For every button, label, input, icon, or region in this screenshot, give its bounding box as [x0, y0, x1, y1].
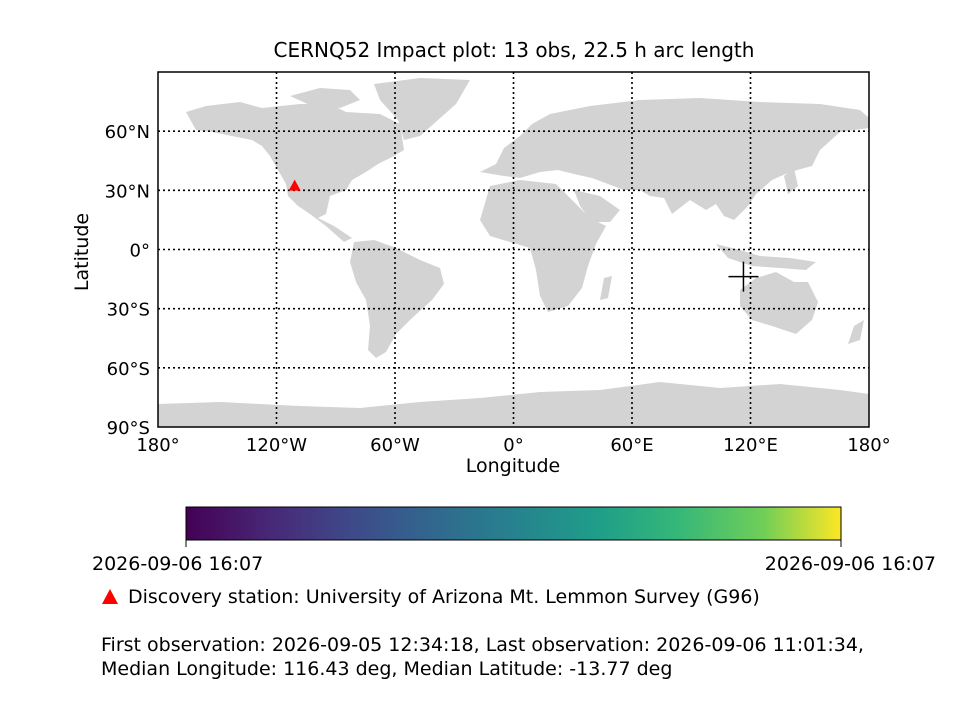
land-antarctica [158, 382, 869, 427]
land-australia [740, 272, 818, 334]
y-tick-label: 30°S [107, 300, 150, 321]
station-legend: Discovery station: University of Arizona… [102, 586, 760, 608]
colorbar-left-label: 2026-09-06 16:07 [92, 553, 264, 575]
axis-ticks: 180° 120°W 60°W 0° 60°E 120°E 180° 60°N 30°N 0° 30… [105, 122, 891, 456]
observation-info-line-1: First observation: 2026-09-05 12:34:18, … [101, 634, 864, 656]
x-tick-label: 0° [503, 435, 523, 456]
y-tick-label: 60°N [105, 122, 150, 143]
land-japan [784, 168, 798, 194]
land-arctic-islands [290, 88, 360, 108]
map-markers [288, 179, 759, 292]
y-tick-label: 90°S [107, 418, 150, 439]
triangle-icon [102, 588, 118, 604]
colorbar-right-label: 2026-09-06 16:07 [764, 553, 936, 575]
x-tick-label: 120°E [723, 435, 778, 456]
land-masses [158, 78, 869, 427]
x-tick-label: 60°E [610, 435, 653, 456]
y-tick-label: 0° [130, 241, 150, 262]
y-tick-label: 60°S [107, 359, 150, 380]
land-eurasia [480, 98, 869, 220]
x-tick-label: 120°W [246, 435, 307, 456]
land-new-zealand [848, 320, 864, 344]
plot-title: CERNQ52 Impact plot: 13 obs, 22.5 h arc … [273, 38, 755, 62]
land-arabia [574, 190, 620, 222]
observation-info-line-2: Median Longitude: 116.43 deg, Median Lat… [101, 658, 673, 680]
station-legend-label: Discovery station: University of Arizona… [128, 586, 760, 608]
land-greenland [374, 78, 470, 140]
land-madagascar [600, 276, 612, 300]
land-indonesia [716, 244, 816, 270]
x-axis-label: Longitude [466, 455, 561, 477]
map-frame [157, 71, 870, 428]
x-tick-label: 180° [847, 435, 890, 456]
land-north-america [186, 102, 404, 242]
y-tick-label: 30°N [105, 181, 150, 202]
map-grid [158, 72, 869, 427]
land-africa [480, 180, 606, 312]
discovery-station-marker [288, 179, 301, 191]
land-south-america [350, 240, 444, 358]
x-tick-label: 60°W [370, 435, 420, 456]
y-axis-label: Latitude [71, 213, 93, 291]
x-tick-label: 180° [136, 435, 179, 456]
colorbar [185, 506, 842, 541]
